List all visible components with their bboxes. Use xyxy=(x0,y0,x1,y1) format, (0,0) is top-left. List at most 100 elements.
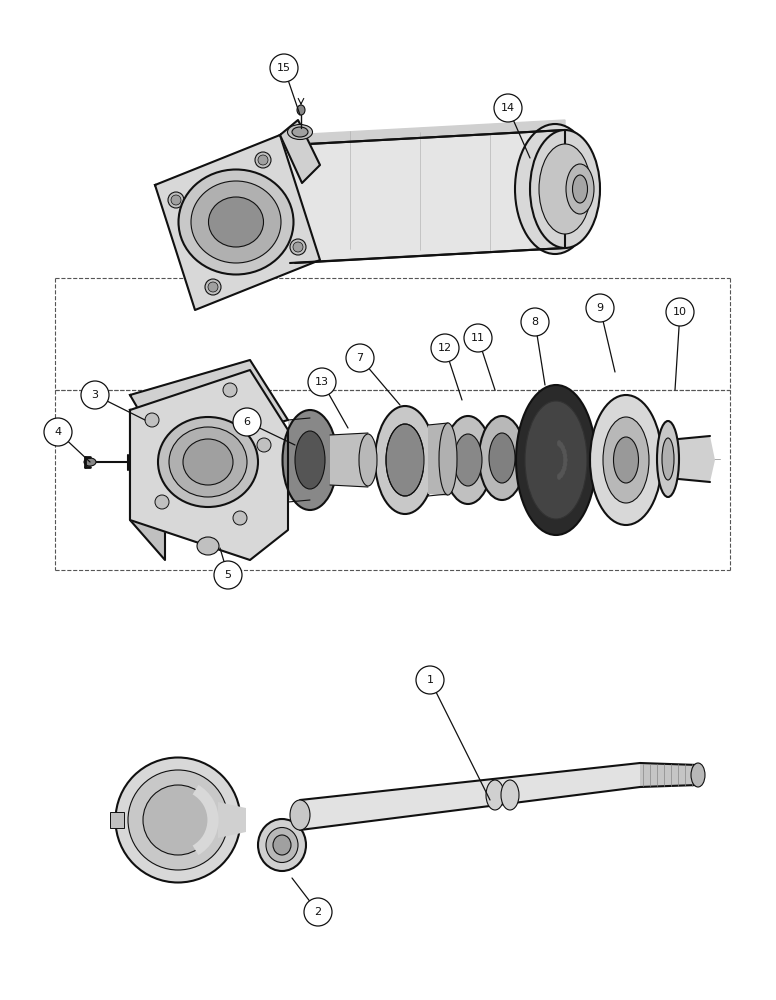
Circle shape xyxy=(416,666,444,694)
Ellipse shape xyxy=(290,800,310,830)
Ellipse shape xyxy=(559,442,563,448)
Circle shape xyxy=(494,94,522,122)
Ellipse shape xyxy=(557,474,561,480)
Ellipse shape xyxy=(375,406,435,514)
Circle shape xyxy=(293,242,303,252)
Ellipse shape xyxy=(169,427,247,497)
Ellipse shape xyxy=(178,169,293,274)
Ellipse shape xyxy=(158,417,258,507)
Ellipse shape xyxy=(128,770,228,870)
Circle shape xyxy=(304,898,332,926)
Polygon shape xyxy=(330,433,368,487)
Polygon shape xyxy=(428,423,448,496)
Ellipse shape xyxy=(454,434,482,486)
Circle shape xyxy=(290,239,306,255)
Ellipse shape xyxy=(563,457,567,463)
Text: 14: 14 xyxy=(501,103,515,113)
Ellipse shape xyxy=(657,421,679,497)
Ellipse shape xyxy=(486,780,504,810)
Circle shape xyxy=(205,279,221,295)
Polygon shape xyxy=(300,763,640,830)
Polygon shape xyxy=(668,436,715,482)
Ellipse shape xyxy=(573,175,587,203)
Circle shape xyxy=(431,334,459,362)
Ellipse shape xyxy=(563,461,567,467)
Ellipse shape xyxy=(662,438,674,480)
Circle shape xyxy=(223,383,237,397)
Ellipse shape xyxy=(561,469,565,475)
Text: 11: 11 xyxy=(471,333,485,343)
Ellipse shape xyxy=(258,819,306,871)
Text: 6: 6 xyxy=(244,417,251,427)
Ellipse shape xyxy=(479,416,525,500)
Ellipse shape xyxy=(691,763,705,787)
Ellipse shape xyxy=(603,417,649,503)
Ellipse shape xyxy=(614,437,639,483)
Text: 7: 7 xyxy=(356,353,364,363)
Circle shape xyxy=(308,368,336,396)
Polygon shape xyxy=(130,360,288,455)
Ellipse shape xyxy=(563,453,567,459)
Ellipse shape xyxy=(359,434,377,486)
Text: 2: 2 xyxy=(314,907,321,917)
Ellipse shape xyxy=(273,835,291,855)
Ellipse shape xyxy=(516,385,596,535)
Ellipse shape xyxy=(143,785,213,855)
Text: 5: 5 xyxy=(224,570,231,580)
Circle shape xyxy=(44,418,72,446)
Ellipse shape xyxy=(84,458,96,466)
Circle shape xyxy=(346,344,374,372)
Circle shape xyxy=(214,561,242,589)
Polygon shape xyxy=(288,418,310,502)
Text: 1: 1 xyxy=(427,675,434,685)
Polygon shape xyxy=(155,135,320,310)
Text: 15: 15 xyxy=(277,63,291,73)
Circle shape xyxy=(464,324,492,352)
Polygon shape xyxy=(290,130,565,263)
Ellipse shape xyxy=(525,401,587,519)
Text: 12: 12 xyxy=(438,343,452,353)
Ellipse shape xyxy=(209,197,264,247)
Ellipse shape xyxy=(561,445,565,451)
Ellipse shape xyxy=(444,416,492,504)
Circle shape xyxy=(270,54,298,82)
Bar xyxy=(110,812,124,828)
Text: 8: 8 xyxy=(532,317,539,327)
Ellipse shape xyxy=(566,164,594,214)
Polygon shape xyxy=(218,802,246,838)
Circle shape xyxy=(521,308,549,336)
Circle shape xyxy=(233,408,261,436)
Circle shape xyxy=(586,294,614,322)
Circle shape xyxy=(171,195,181,205)
Ellipse shape xyxy=(501,780,519,810)
Ellipse shape xyxy=(439,423,457,495)
Ellipse shape xyxy=(515,124,595,254)
Circle shape xyxy=(258,155,268,165)
Ellipse shape xyxy=(297,105,305,115)
Circle shape xyxy=(168,192,184,208)
Ellipse shape xyxy=(183,439,233,485)
Ellipse shape xyxy=(287,124,313,139)
Text: 4: 4 xyxy=(54,427,61,437)
Circle shape xyxy=(233,511,247,525)
Ellipse shape xyxy=(489,433,515,483)
Ellipse shape xyxy=(116,758,241,882)
Ellipse shape xyxy=(266,828,298,862)
Ellipse shape xyxy=(559,472,563,478)
Polygon shape xyxy=(130,370,288,560)
Text: 10: 10 xyxy=(673,307,687,317)
Ellipse shape xyxy=(557,440,561,446)
Circle shape xyxy=(666,298,694,326)
Ellipse shape xyxy=(386,424,424,496)
Circle shape xyxy=(208,282,218,292)
Circle shape xyxy=(145,413,159,427)
Ellipse shape xyxy=(539,144,591,234)
Ellipse shape xyxy=(197,537,219,555)
Ellipse shape xyxy=(295,431,325,489)
Polygon shape xyxy=(290,120,565,145)
Circle shape xyxy=(81,381,109,409)
Circle shape xyxy=(155,495,169,509)
Text: 3: 3 xyxy=(92,390,99,400)
Polygon shape xyxy=(640,763,700,787)
Polygon shape xyxy=(280,120,320,183)
